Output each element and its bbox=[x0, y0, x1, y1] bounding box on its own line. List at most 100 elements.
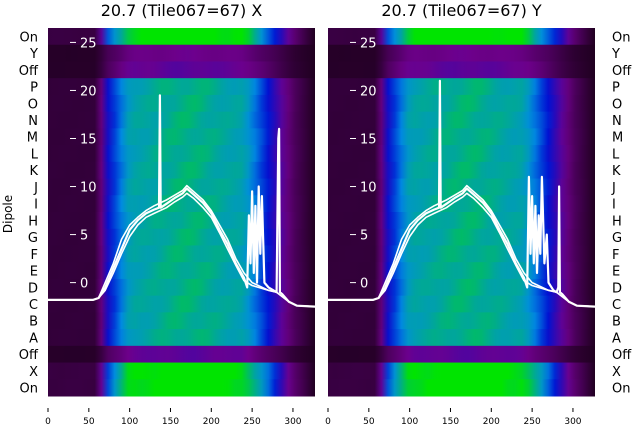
heatmap-row-j bbox=[48, 178, 315, 196]
x-tick-label: 300 bbox=[564, 417, 581, 427]
heatmap-row-m bbox=[48, 128, 315, 146]
row-label: L bbox=[31, 148, 39, 163]
x-tick-label: 200 bbox=[203, 417, 220, 427]
row-label: O bbox=[612, 97, 622, 112]
heatmap-row-c bbox=[48, 295, 315, 313]
y-axis-label: Dipole bbox=[1, 195, 15, 233]
row-label: Off bbox=[612, 64, 632, 79]
row-label: A bbox=[612, 332, 621, 347]
heatmap-row-b bbox=[48, 312, 315, 330]
row-label: X bbox=[29, 365, 38, 380]
overlay-line-trace-2 bbox=[48, 184, 316, 308]
row-label: N bbox=[612, 114, 622, 129]
row-label: G bbox=[28, 231, 38, 246]
row-label: M bbox=[27, 131, 38, 146]
overlay-y-tick-label: 15 bbox=[360, 132, 377, 147]
row-label: I bbox=[612, 198, 616, 213]
heatmap-row-off bbox=[328, 61, 595, 79]
heatmap-row-m bbox=[328, 128, 595, 146]
row-label: A bbox=[29, 332, 38, 347]
x-tick-label: 300 bbox=[284, 417, 301, 427]
x-tick-label: 0 bbox=[45, 417, 51, 427]
x-tick-label: 100 bbox=[401, 417, 418, 427]
x-tick-label: 0 bbox=[325, 417, 331, 427]
heatmap-row-i bbox=[48, 195, 315, 213]
row-label: N bbox=[28, 114, 38, 129]
heatmap-row-on bbox=[48, 379, 315, 397]
heatmap-row-x bbox=[48, 362, 315, 380]
row-label: C bbox=[29, 298, 38, 313]
heatmap-row-on bbox=[328, 379, 595, 397]
overlay-y-tick-label: 10 bbox=[360, 181, 377, 196]
overlay-y-tick-label: 0 bbox=[360, 277, 368, 292]
row-label: O bbox=[28, 97, 38, 112]
heatmap-row-l bbox=[328, 145, 595, 163]
heatmap-row-y bbox=[48, 44, 315, 62]
row-label: P bbox=[612, 81, 620, 96]
heatmap-row-off bbox=[48, 345, 315, 364]
x-tick-label: 200 bbox=[483, 417, 500, 427]
row-label: D bbox=[612, 281, 622, 296]
x-tick-label: 150 bbox=[162, 417, 179, 427]
heatmap-row-f bbox=[48, 245, 315, 263]
heatmap-row-on bbox=[48, 28, 315, 46]
row-label: F bbox=[31, 248, 38, 263]
heatmap-row-x bbox=[328, 362, 595, 380]
panel-x: 20.7 (Tile067=67) X On Y Off PONMLKJIHGFEDCB… bbox=[19, 1, 316, 427]
row-label: B bbox=[612, 315, 621, 330]
row-label: On bbox=[612, 30, 630, 45]
row-label: C bbox=[612, 298, 621, 313]
row-label: D bbox=[28, 281, 38, 296]
overlay-y-tick-label: 0 bbox=[80, 277, 88, 292]
row-label: P bbox=[30, 81, 38, 96]
x-tick-label: 150 bbox=[442, 417, 459, 427]
panel-y: 20.7 (Tile067=67) Y On Y Off PONMLKJIHGFEDCB… bbox=[325, 1, 632, 427]
row-label: M bbox=[612, 131, 623, 146]
heatmap-row-off bbox=[328, 345, 595, 364]
row-label: L bbox=[612, 148, 620, 163]
overlay-line-trace-3 bbox=[328, 192, 596, 308]
x-tick-label: 250 bbox=[244, 417, 261, 427]
overlay-line-trace-3 bbox=[48, 192, 316, 308]
overlay-y-tick-label: 20 bbox=[360, 84, 377, 99]
panel-title: 20.7 (Tile067=67) Y bbox=[381, 1, 542, 20]
x-tick-label: 50 bbox=[363, 417, 375, 427]
heatmap-row-p bbox=[328, 78, 595, 96]
overlay-y-tick-label: 15 bbox=[80, 132, 97, 147]
heatmap-row-on bbox=[328, 28, 595, 46]
row-label: X bbox=[612, 365, 621, 380]
heatmap-row-h bbox=[48, 212, 315, 230]
row-label: K bbox=[612, 164, 621, 179]
heatmap-row-l bbox=[48, 145, 315, 163]
heatmap-row-f bbox=[328, 245, 595, 263]
x-tick-label: 50 bbox=[83, 417, 95, 427]
row-label: On bbox=[20, 30, 38, 45]
row-label: F bbox=[612, 248, 619, 263]
heatmap-row-o bbox=[48, 94, 315, 113]
row-label: E bbox=[612, 265, 620, 280]
heatmap-row-off bbox=[48, 61, 315, 79]
x-tick-label: 250 bbox=[524, 417, 541, 427]
row-label: I bbox=[34, 198, 38, 213]
heatmap-row-k bbox=[48, 161, 315, 180]
heatmap-row-k bbox=[328, 161, 595, 180]
heatmap-row-n bbox=[48, 111, 315, 129]
heatmap-row-h bbox=[328, 212, 595, 230]
overlay-line-trace-2 bbox=[328, 184, 596, 308]
x-tick-label: 100 bbox=[121, 417, 138, 427]
overlay-y-tick-label: 25 bbox=[360, 36, 377, 51]
row-label: On bbox=[20, 382, 38, 397]
overlay-y-tick-label: 5 bbox=[360, 229, 368, 244]
row-label: Off bbox=[19, 348, 39, 363]
row-label: On bbox=[612, 382, 630, 397]
row-label: J bbox=[33, 181, 38, 196]
row-label: G bbox=[612, 231, 622, 246]
row-label: K bbox=[29, 164, 38, 179]
heatmap-row-y bbox=[328, 44, 595, 62]
heatmap-row-c bbox=[328, 295, 595, 313]
overlay-y-tick-label: 5 bbox=[80, 229, 88, 244]
row-label: H bbox=[612, 214, 622, 229]
row-label: Y bbox=[611, 47, 620, 62]
overlay-y-tick-label: 10 bbox=[80, 181, 97, 196]
